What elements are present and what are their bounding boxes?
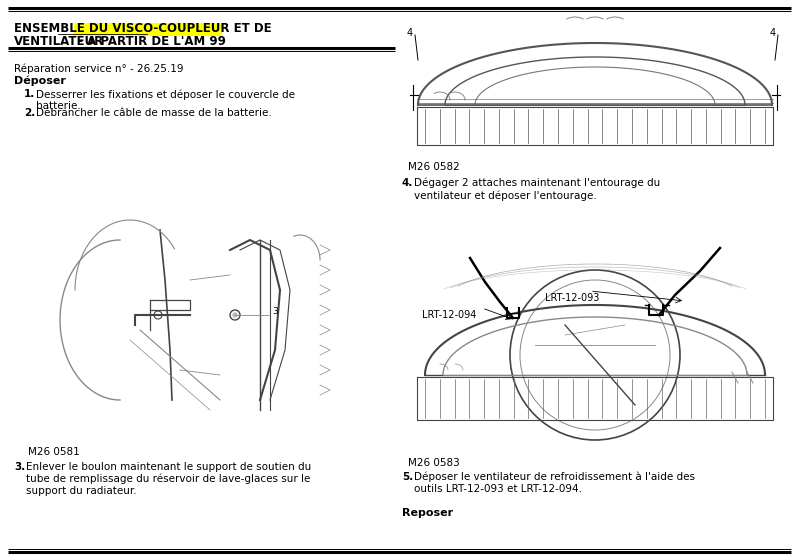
Text: Desserrer les fixations et déposer le couvercle de
batterie.: Desserrer les fixations et déposer le co… [36, 89, 295, 111]
Text: 3: 3 [272, 306, 278, 315]
Text: Reposer: Reposer [402, 508, 453, 518]
Text: LRT-12-093: LRT-12-093 [545, 293, 599, 303]
Text: 4: 4 [770, 28, 776, 38]
Text: Enlever le boulon maintenant le support de soutien du
tube de remplissage du rés: Enlever le boulon maintenant le support … [26, 462, 312, 496]
Text: M26 0581: M26 0581 [28, 447, 80, 457]
Circle shape [233, 313, 237, 317]
Text: 3.: 3. [14, 462, 26, 472]
Text: Dégager 2 attaches maintenant l'entourage du
ventilateur et déposer l'entourage.: Dégager 2 attaches maintenant l'entourag… [414, 178, 660, 200]
Text: 5.: 5. [402, 472, 413, 482]
Text: LRT-12-094: LRT-12-094 [422, 310, 476, 320]
Text: M26 0582: M26 0582 [408, 162, 459, 172]
Text: - A PARTIR DE L'AM 99: - A PARTIR DE L'AM 99 [74, 35, 226, 48]
Text: 4.: 4. [402, 178, 413, 188]
Text: ENSEMBLE DU VISCO-COUPLEUR ET DE: ENSEMBLE DU VISCO-COUPLEUR ET DE [14, 22, 272, 35]
Text: Débrancher le câble de masse de la batterie.: Débrancher le câble de masse de la batte… [36, 108, 272, 118]
Text: Déposer le ventilateur de refroidissement à l'aide des
outils LRT-12-093 et LRT-: Déposer le ventilateur de refroidissemen… [414, 472, 695, 494]
Text: Réparation service n° - 26.25.19: Réparation service n° - 26.25.19 [14, 63, 184, 73]
Text: M26 0583: M26 0583 [408, 458, 459, 468]
FancyBboxPatch shape [74, 23, 222, 36]
Text: VENTILATEUR: VENTILATEUR [14, 35, 104, 48]
Text: 2.: 2. [24, 108, 35, 118]
Text: 1.: 1. [24, 89, 35, 99]
Text: 4: 4 [407, 28, 413, 38]
Text: Déposer: Déposer [14, 76, 66, 86]
